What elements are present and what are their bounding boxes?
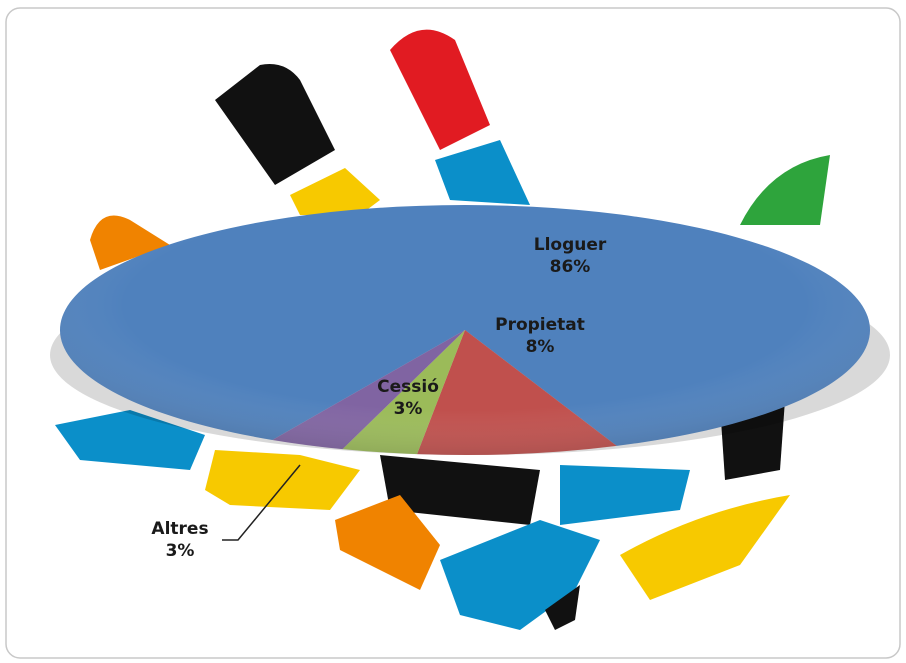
slice-label: Altres — [151, 519, 208, 539]
value-label: 3% — [394, 399, 423, 419]
value-label: 86% — [550, 257, 591, 277]
value-label: 3% — [166, 541, 195, 561]
slice-label: Cessió — [377, 377, 439, 397]
slice-label: Propietat — [495, 315, 585, 335]
value-label: 8% — [526, 337, 555, 357]
leader-line — [222, 464, 301, 541]
background-art — [55, 29, 830, 630]
pie-shading — [60, 205, 870, 455]
slice-label: Lloguer — [534, 235, 607, 255]
